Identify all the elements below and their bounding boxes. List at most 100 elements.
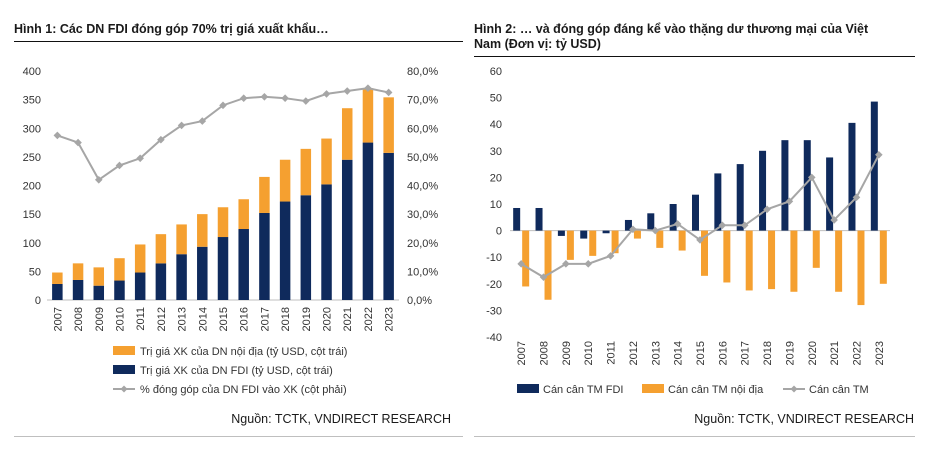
bar-domestic-balance [723,230,731,283]
bar-fdi-balance [803,140,811,231]
bar-domestic-balance [544,230,552,300]
bar-fdi-balance [602,230,610,234]
point-total-balance [875,150,883,159]
y-tick-label: -10 [486,252,502,264]
bar-domestic-balance [611,230,619,254]
point-fdi-share [74,138,82,147]
bar-domestic-balance [835,230,843,292]
x-tick-label: 2019 [784,341,796,365]
point-total-balance [763,205,771,214]
bar-fdi-balance [692,194,699,231]
x-tick-label: 2012 [628,341,640,365]
bar-domestic-export [52,272,63,284]
point-total-balance [785,197,794,206]
figure-1-title-rule [14,41,463,42]
y-right-tick-label: 50,0% [407,152,438,164]
bar-fdi-balance [826,157,834,231]
y-right-tick-label: 40,0% [407,181,438,193]
bar-fdi-balance [647,213,655,231]
bar-fdi-export [383,152,394,300]
bar-fdi-export [197,246,208,300]
x-tick-label: 2009 [94,307,106,331]
y-tick-label: 50 [490,93,502,105]
y-left-tick-label: 200 [23,181,41,193]
figure-1-chart: 0 50 100 150 200 250 300 350 400 0,0% 10,0% 20,0% 30… [23,66,439,396]
bar-domestic-export [259,176,270,213]
figure-2-title-rule [474,56,915,57]
y-tick-label: 10 [490,199,502,211]
y-tick-label: 30 [490,146,502,158]
bar-fdi-export [341,159,353,300]
bar-domestic-balance [589,230,597,256]
point-fdi-share [281,94,289,102]
x-tick-label: 2018 [762,341,774,365]
bar-domestic-export [197,214,208,247]
point-fdi-share [302,97,310,105]
figure-1-panel: Hình 1: Các DN FDI đóng góp 70% trị giá … [0,0,463,450]
point-total-balance [673,220,682,228]
x-tick-label: 2010 [114,307,126,331]
x-tick-label: 2013 [650,341,662,365]
x-tick-label: 2017 [259,307,271,331]
x-tick-label: 2012 [156,307,168,331]
y-left-tick-label: 50 [29,266,41,278]
y-tick-label: 60 [490,66,502,78]
point-total-balance [807,173,816,182]
bar-fdi-export [238,229,249,300]
legend-label-total: Cán cân TM [809,384,869,396]
y-tick-label: -40 [486,332,502,344]
y-left-tick-label: 150 [23,209,41,221]
x-tick-label: 2022 [363,307,375,331]
x-tick-label: 2017 [740,341,752,365]
legend-marker-total [790,385,798,393]
x-tick-label: 2020 [807,341,819,365]
x-tick-label: 2009 [561,341,573,365]
point-total-balance [584,260,593,268]
legend-label-domestic-balance: Cán cân TM nội địa [668,384,764,396]
y-right-tick-label: 70,0% [407,95,438,107]
legend-swatch-domestic [113,346,135,355]
x-tick-label: 2015 [695,341,707,365]
x-tick-label: 2014 [673,341,685,365]
point-fdi-share [198,117,207,125]
point-total-balance [562,260,570,268]
bar-domestic-balance [768,230,776,290]
figure-2-title: Hình 2: … và đóng góp đáng kể vào thặng … [474,22,924,52]
x-tick-label: 2020 [322,307,334,331]
figure-2-title-line-2: Nam (Đơn vị: tỷ USD) [474,37,601,51]
bar-domestic-export [383,97,394,153]
x-tick-label: 2023 [384,307,396,331]
y-tick-label: 0 [496,226,502,238]
bar-fdi-balance [714,173,722,231]
bar-domestic-export [93,267,105,286]
bar-fdi-balance [870,101,878,231]
bar-domestic-export [114,258,125,281]
bar-fdi-export [52,283,63,300]
y-left-tick-label: 400 [23,66,41,78]
bar-domestic-balance [566,230,574,260]
bar-domestic-balance [656,230,664,248]
point-fdi-share [343,87,352,95]
x-tick-label: 2010 [583,341,595,365]
bar-domestic-export [362,88,374,143]
bar-domestic-export [72,263,84,280]
figure-2-panel: Hình 2: … và đóng góp đáng kể vào thặng … [474,0,937,450]
bar-domestic-export [238,199,249,230]
y-right-tick-label: 80,0% [407,66,438,78]
bar-domestic-export [134,244,146,273]
point-fdi-share [322,90,331,98]
legend-swatch-fdi [113,365,135,374]
bar-domestic-export [155,234,167,264]
figure-1-bottom-rule [14,436,463,437]
line-total-balance [520,154,880,279]
legend-label-fdi-balance: Cán cân TM FDI [543,384,624,396]
point-fdi-share [260,92,269,101]
figure-1-title: Hình 1: Các DN FDI đóng góp 70% trị giá … [14,22,329,36]
bar-fdi-balance [781,140,789,231]
y-left-tick-label: 300 [23,123,41,135]
point-total-balance [517,260,525,268]
x-tick-label: 2015 [218,307,230,331]
legend-marker-share [120,385,128,393]
x-tick-label: 2011 [135,307,147,331]
bar-domestic-balance [790,230,798,292]
